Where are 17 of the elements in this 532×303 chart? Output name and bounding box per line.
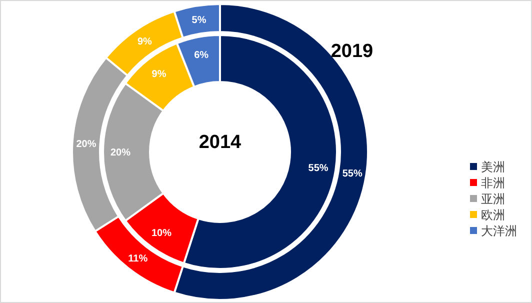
data-label: 6% [194,50,209,61]
data-label: 11% [128,253,148,264]
data-label: 55% [342,168,362,180]
legend-label: 亚洲 [481,192,505,206]
legend-label: 美洲 [481,160,505,174]
data-label: 9% [152,68,166,80]
data-label: 5% [192,15,206,26]
data-label: 9% [137,36,152,48]
legend-label: 非洲 [481,176,505,190]
slice-label: 2019 [330,41,374,62]
legend-label: 大洋洲 [481,224,517,238]
legend-label: 欧洲 [481,208,505,222]
data-label: 20% [76,139,96,150]
data-label: 55% [308,163,328,174]
slice-label: 2014 [198,132,242,153]
data-label: 10% [152,228,172,239]
data-label: 20% [110,148,131,158]
